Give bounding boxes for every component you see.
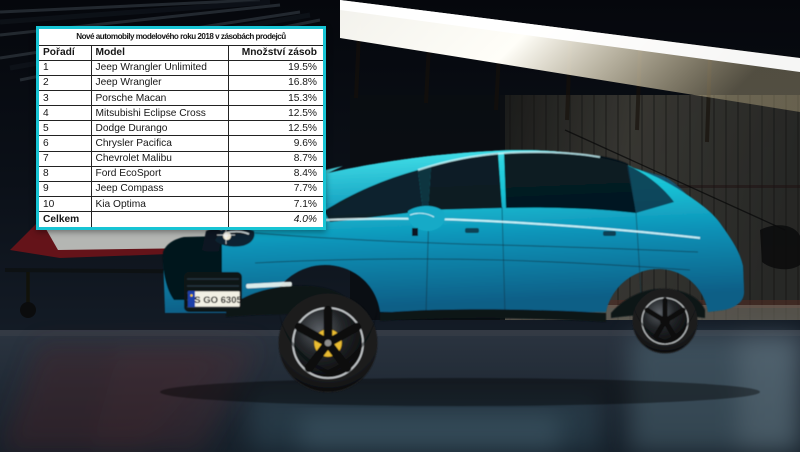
svg-text:S GO 6305: S GO 6305 <box>194 295 242 306</box>
